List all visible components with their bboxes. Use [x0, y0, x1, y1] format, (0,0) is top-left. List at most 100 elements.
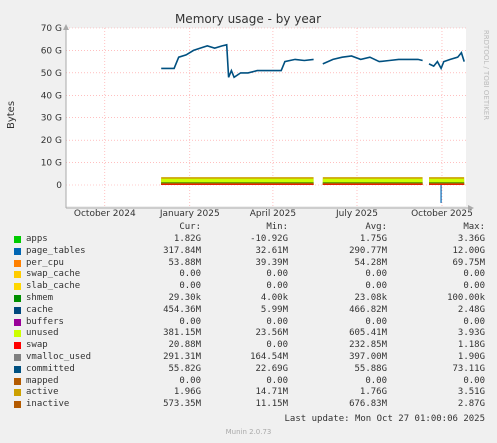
legend-swatch [14, 318, 21, 326]
legend-max: 0.00 [463, 316, 485, 327]
legend-cur: 53.88M [168, 257, 201, 268]
legend-avg: 0.00 [365, 269, 387, 280]
legend-name: active [26, 387, 59, 398]
legend-header-min: Min: [266, 222, 288, 232]
legend-header-max: Max: [463, 222, 485, 232]
legend-name: apps [26, 234, 48, 244]
legend-min: 0.00 [266, 340, 288, 351]
legend-swatch [14, 259, 21, 267]
chart-title: Memory usage - by year [175, 12, 321, 26]
legend-name: slab_cache [26, 281, 81, 292]
legend-row-mapped: mapped 0.00 0.00 0.00 0.00 [0, 376, 497, 388]
legend-max: 3.93G [457, 328, 485, 339]
legend-min: 4.00k [260, 292, 288, 303]
legend-header: Cur: Min: Avg: Max: [0, 222, 497, 234]
legend-name: unused [26, 328, 59, 339]
legend-row-committed: committed 55.82G 22.69G 55.88G 73.11G [0, 364, 497, 376]
legend-header-cur: Cur: [179, 222, 201, 232]
legend-cur: 381.15M [163, 328, 201, 339]
y-tick-label: 60 G [41, 46, 62, 56]
legend-max: 1.18G [457, 340, 485, 351]
series-swap-band [429, 184, 465, 185]
legend-swatch [14, 365, 21, 373]
legend-max: 2.87G [457, 399, 485, 410]
legend-avg: 23.08k [354, 292, 387, 303]
legend-avg: 55.88G [354, 363, 387, 374]
legend-avg: 0.00 [365, 281, 387, 292]
legend-cur: 1.82G [173, 234, 201, 244]
legend-swatch [14, 330, 21, 338]
legend-max: 12.00G [452, 245, 485, 256]
y-ticks: 0 10 G 20 G 30 G 40 G 50 G 60 G 70 G [41, 24, 63, 191]
legend-row-inactive: inactive 573.35M 11.15M 676.83M 2.87G [0, 399, 497, 411]
y-axis-arrow [63, 24, 69, 30]
legend-min: 0.00 [266, 269, 288, 280]
legend-header-avg: Avg: [365, 222, 387, 232]
legend-cur: 454.36M [163, 304, 201, 315]
legend-name: per_cpu [26, 257, 64, 268]
x-tick-label: April 2025 [250, 209, 296, 219]
legend-max: 0.00 [463, 375, 485, 386]
last-update: Last update: Mon Oct 27 01:00:06 2025 [284, 414, 485, 424]
x-ticks: October 2024 January 2025 April 2025 July 2… [74, 209, 473, 219]
legend-name: committed [26, 363, 75, 374]
x-tick-label: January 2025 [159, 209, 220, 219]
legend-avg: 232.85M [349, 340, 387, 351]
legend-row-per_cpu: per_cpu 53.88M 39.39M 54.28M 69.75M [0, 258, 497, 270]
legend-avg: 605.41M [349, 328, 387, 339]
x-axis-arrow [468, 205, 474, 211]
x-tick-label: October 2024 [74, 209, 136, 219]
legend-row-swap_cache: swap_cache 0.00 0.00 0.00 0.00 [0, 269, 497, 281]
legend-max: 3.36G [457, 234, 485, 244]
y-tick-label: 50 G [41, 69, 62, 79]
legend-name: shmem [26, 292, 54, 303]
y-tick-label: 10 G [41, 159, 62, 169]
legend-swatch [14, 294, 21, 302]
y-tick-label: 30 G [41, 114, 62, 124]
legend-max: 69.75M [452, 257, 485, 268]
series-swap-band [161, 184, 314, 185]
legend-cur: 317.84M [163, 245, 201, 256]
legend-cur: 0.00 [179, 269, 201, 280]
legend-min: 164.54M [250, 351, 288, 362]
legend-swatch [14, 271, 21, 279]
legend-swatch [14, 342, 21, 350]
legend-swatch [14, 353, 21, 361]
legend-min: 5.99M [260, 304, 288, 315]
legend-name: buffers [26, 316, 64, 327]
legend-cur: 29.30k [168, 292, 201, 303]
y-tick-label: 40 G [41, 91, 62, 101]
legend-cur: 20.88M [168, 340, 201, 351]
series-inactive-band [429, 182, 465, 185]
legend-cur: 1.96G [173, 387, 201, 398]
plot-area [66, 28, 466, 206]
legend-min: 23.56M [255, 328, 288, 339]
legend-max: 1.90G [457, 351, 485, 362]
legend-cur: 0.00 [179, 316, 201, 327]
legend-row-swap: swap 20.88M 0.00 232.85M 1.18G [0, 340, 497, 352]
legend-name: page_tables [26, 245, 86, 256]
legend-avg: 676.83M [349, 399, 387, 410]
legend-avg: 466.82M [349, 304, 387, 315]
legend-min: 0.00 [266, 316, 288, 327]
legend-swatch [14, 389, 21, 397]
legend-swatch [14, 247, 21, 255]
legend-max: 100.00k [447, 292, 485, 303]
legend-max: 0.00 [463, 269, 485, 280]
legend-swatch [14, 236, 21, 243]
legend-row-active: active 1.96G 14.71M 1.76G 3.51G [0, 387, 497, 399]
series-committed-line [322, 55, 423, 65]
grid-layer [66, 27, 466, 206]
legend-row-cache: cache 454.36M 5.99M 466.82M 2.48G [0, 305, 497, 317]
munin-version: Munin 2.0.73 [225, 428, 272, 436]
legend-swatch [14, 283, 21, 291]
series-inactive-band [161, 182, 314, 185]
legend-cur: 0.00 [179, 281, 201, 292]
legend-row-unused: unused 381.15M 23.56M 605.41M 3.93G [0, 328, 497, 340]
legend-row-apps: apps 1.82G -10.92G 1.75G 3.36G [0, 234, 497, 246]
series-swap-band [322, 184, 423, 185]
series-unused-band [161, 178, 314, 185]
legend-name: inactive [26, 399, 70, 410]
legend-cur: 55.82G [168, 363, 201, 374]
legend-avg: 1.75G [359, 234, 387, 244]
